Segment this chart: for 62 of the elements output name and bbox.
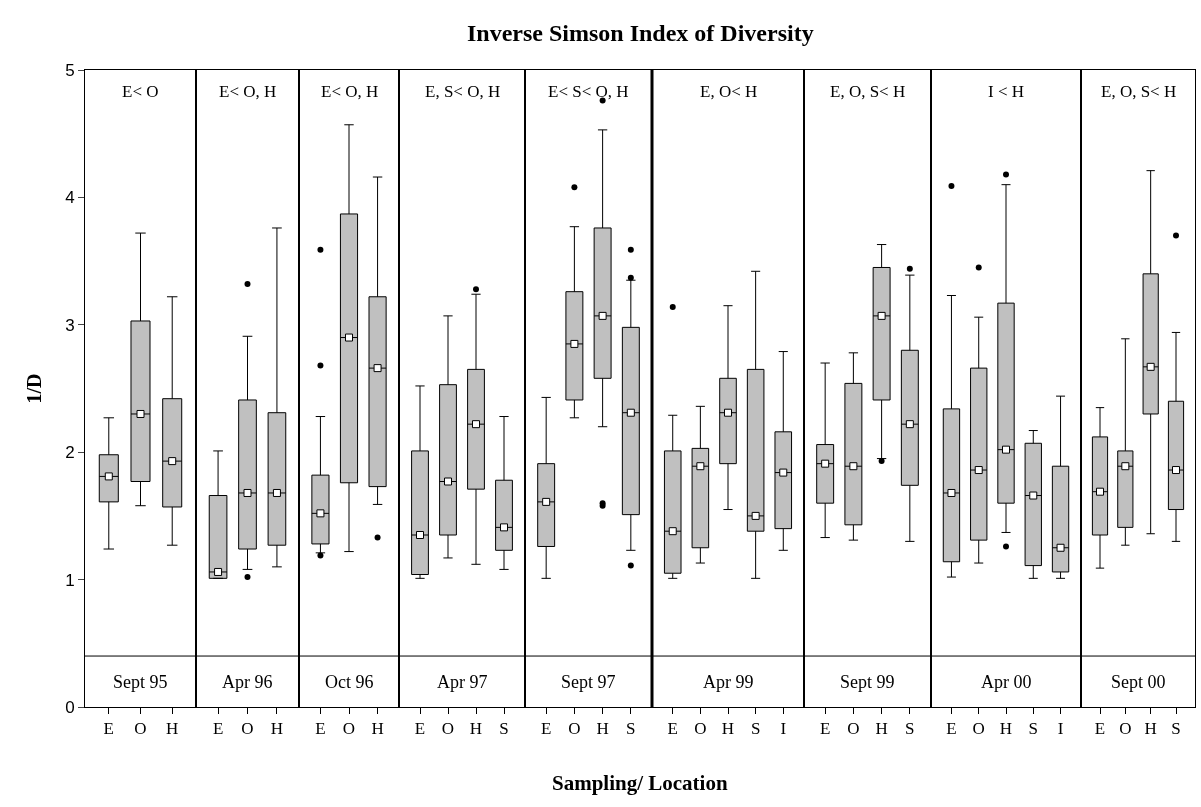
x-tick-label: E bbox=[414, 719, 426, 739]
x-tick-label: H bbox=[371, 719, 384, 739]
x-tick-label: S bbox=[750, 719, 761, 739]
x-tick-label: O bbox=[972, 719, 985, 739]
annotation: Apr 99 bbox=[703, 672, 754, 692]
annotation: Apr 00 bbox=[981, 672, 1032, 692]
x-tick-label: H bbox=[596, 719, 609, 739]
x-tick-label: I bbox=[1057, 719, 1064, 739]
x-tick-label: S bbox=[499, 719, 509, 739]
annotation: E, O< H bbox=[700, 82, 758, 101]
x-tick-label: E bbox=[315, 719, 326, 739]
annotation: E< S< O, H bbox=[548, 82, 629, 101]
x-tick-label: E bbox=[103, 719, 114, 739]
x-tick-label: O bbox=[847, 719, 860, 739]
text: Sampling/ Location bbox=[552, 771, 728, 795]
annotation: Sept 99 bbox=[840, 672, 895, 692]
x-tick-label: H bbox=[1144, 719, 1157, 739]
annotation: E, O, S< H bbox=[1101, 82, 1177, 101]
x-tick-label: H bbox=[999, 719, 1013, 739]
annotation: Sept 95 bbox=[113, 672, 168, 692]
x-tick-label: E bbox=[946, 719, 957, 739]
text: Inverse Simson Index of Diversity bbox=[467, 20, 814, 46]
x-tick-label: E bbox=[540, 719, 552, 739]
x-tick-label: O bbox=[568, 719, 581, 739]
x-tick-label: E bbox=[667, 719, 678, 739]
annotation: Sept 00 bbox=[1111, 672, 1166, 692]
annotation: Sept 97 bbox=[561, 672, 616, 692]
annotation: Oct 96 bbox=[325, 672, 374, 692]
x-tick-label: E bbox=[212, 719, 224, 739]
y-tick-label: 3 bbox=[65, 315, 75, 335]
y-axis-title: 1/D bbox=[22, 373, 45, 404]
x-tick-label: H bbox=[875, 719, 888, 739]
annotation: E< O, H bbox=[219, 82, 277, 101]
y-tick-label: 0 bbox=[65, 697, 75, 717]
annotation: E, O, S< H bbox=[830, 82, 906, 101]
x-tick-label: I bbox=[780, 719, 787, 739]
x-tick-label: E bbox=[819, 719, 831, 739]
annotation: I < H bbox=[988, 82, 1025, 101]
x-tick-label: H bbox=[721, 719, 735, 739]
y-tick-label: 1 bbox=[65, 570, 75, 590]
x-tick-label: O bbox=[241, 719, 254, 739]
x-tick-label: S bbox=[626, 719, 636, 739]
y-tick-label: 5 bbox=[65, 60, 75, 80]
x-tick-label: H bbox=[469, 719, 483, 739]
x-tick-label: S bbox=[1171, 719, 1181, 739]
x-tick-label: O bbox=[441, 719, 455, 739]
x-tick-label: S bbox=[905, 719, 915, 739]
annotation: E< O, H bbox=[321, 82, 379, 101]
x-tick-label: O bbox=[134, 719, 147, 739]
x-tick-label: H bbox=[166, 719, 179, 739]
x-tick-label: E bbox=[1094, 719, 1106, 739]
annotation: Apr 96 bbox=[222, 672, 273, 692]
y-tick-label: 2 bbox=[65, 443, 75, 463]
x-tick-label: O bbox=[342, 719, 356, 739]
x-tick-label: S bbox=[1028, 719, 1038, 739]
annotation: E, S< O, H bbox=[425, 82, 501, 101]
x-tick-label: H bbox=[270, 719, 284, 739]
y-tick-label: 4 bbox=[65, 188, 75, 208]
annotation: E< O bbox=[122, 82, 159, 101]
x-tick-label: O bbox=[1119, 719, 1132, 739]
x-tick-label: O bbox=[694, 719, 707, 739]
annotation: Apr 97 bbox=[437, 672, 488, 692]
